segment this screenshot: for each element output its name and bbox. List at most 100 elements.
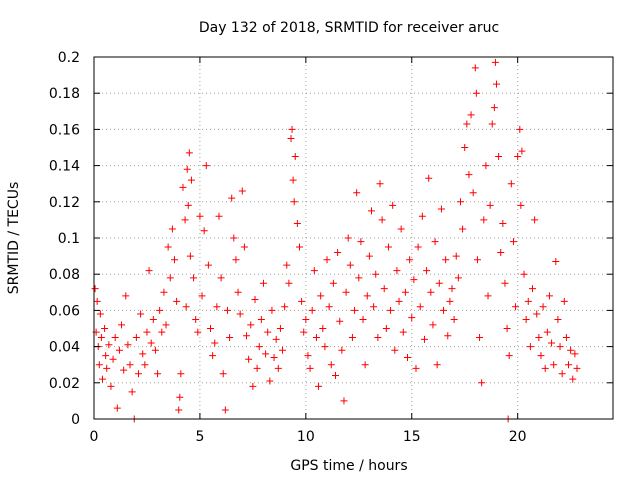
data-point xyxy=(285,279,293,287)
data-point xyxy=(156,306,164,314)
data-point xyxy=(545,292,553,300)
data-point xyxy=(552,258,560,266)
data-point xyxy=(253,364,261,372)
data-point xyxy=(200,227,208,235)
data-point xyxy=(482,162,490,170)
data-point xyxy=(184,201,192,209)
data-point xyxy=(124,341,132,349)
data-point xyxy=(361,361,369,369)
data-point xyxy=(158,328,166,336)
data-point xyxy=(143,328,151,336)
data-point xyxy=(452,252,460,260)
x-axis: 0 5 10 15 20 xyxy=(90,57,527,445)
data-point xyxy=(196,212,204,220)
data-point xyxy=(281,303,289,311)
data-point xyxy=(463,120,471,128)
data-point xyxy=(338,346,346,354)
data-point xyxy=(325,303,333,311)
data-point xyxy=(376,180,384,188)
y-tick-label: 0.06 xyxy=(49,303,80,319)
data-point xyxy=(302,315,310,323)
data-point xyxy=(336,317,344,325)
data-point xyxy=(194,328,202,336)
data-point xyxy=(387,306,395,314)
data-point xyxy=(389,201,397,209)
data-point xyxy=(397,225,405,233)
y-tick-label: 0.16 xyxy=(49,122,80,138)
data-point xyxy=(105,341,113,349)
data-point xyxy=(334,248,342,256)
data-point xyxy=(548,339,556,347)
data-point xyxy=(473,256,481,264)
data-point xyxy=(562,334,570,342)
data-point xyxy=(444,332,452,340)
data-point xyxy=(456,198,464,206)
data-point xyxy=(476,334,484,342)
data-point xyxy=(435,279,443,287)
data-point xyxy=(268,306,276,314)
data-point xyxy=(531,216,539,224)
data-point xyxy=(317,292,325,300)
y-tick-label: 0.08 xyxy=(49,267,80,283)
data-point xyxy=(217,274,225,282)
data-point xyxy=(141,361,149,369)
data-point xyxy=(423,267,431,275)
grid xyxy=(94,57,613,419)
data-point xyxy=(401,288,409,296)
data-point xyxy=(512,303,520,311)
data-point xyxy=(160,288,168,296)
x-tick-label: 20 xyxy=(509,429,527,445)
data-point xyxy=(147,339,155,347)
y-tick-label: 0.14 xyxy=(49,159,80,175)
data-point xyxy=(372,270,380,278)
data-point xyxy=(213,303,221,311)
data-point xyxy=(238,187,246,195)
data-point xyxy=(342,288,350,296)
data-point xyxy=(230,234,238,242)
data-point xyxy=(232,256,240,264)
data-point xyxy=(164,243,172,251)
data-point xyxy=(109,355,117,363)
data-point xyxy=(363,292,371,300)
data-point xyxy=(176,393,184,401)
data-point xyxy=(499,220,507,228)
data-point xyxy=(234,288,242,296)
data-point xyxy=(215,212,223,220)
data-point xyxy=(126,361,134,369)
data-point xyxy=(139,350,147,358)
data-point xyxy=(488,120,496,128)
data-point xyxy=(289,176,297,184)
data-point xyxy=(264,328,272,336)
data-point xyxy=(520,270,528,278)
data-point xyxy=(374,334,382,342)
x-axis-label: GPS time / hours xyxy=(290,458,407,474)
data-point xyxy=(209,352,217,360)
data-point xyxy=(429,321,437,329)
plot-frame xyxy=(93,56,614,420)
data-point xyxy=(192,315,200,323)
data-point xyxy=(478,379,486,387)
data-point xyxy=(384,243,392,251)
data-point xyxy=(365,252,373,260)
data-point xyxy=(166,274,174,282)
data-point xyxy=(414,243,422,251)
data-point xyxy=(236,310,244,318)
data-point xyxy=(331,372,339,380)
data-point xyxy=(480,216,488,224)
data-point xyxy=(175,406,183,414)
data-point xyxy=(406,256,414,264)
data-point xyxy=(431,238,439,246)
data-point xyxy=(179,183,187,191)
data-point xyxy=(543,328,551,336)
data-point xyxy=(190,274,198,282)
data-point xyxy=(420,335,428,343)
x-tick-label: 5 xyxy=(195,429,204,445)
data-point xyxy=(450,315,458,323)
data-point xyxy=(262,350,270,358)
data-point xyxy=(541,364,549,372)
y-tick-label: 0.18 xyxy=(49,86,80,102)
data-point xyxy=(529,285,537,293)
data-point xyxy=(276,325,284,332)
data-point xyxy=(187,176,195,184)
y-axis: 0 0.02 0.04 0.06 0.08 0.1 0.12 0.14 0.16 0.18 0.2 xyxy=(49,50,613,428)
